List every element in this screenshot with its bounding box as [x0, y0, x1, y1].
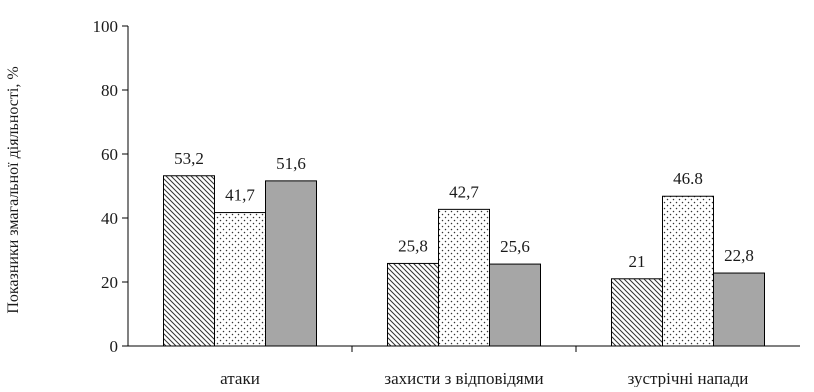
bar-diagonal-hatch: [163, 175, 215, 347]
bar-dotted: [438, 208, 490, 347]
data-label: 21: [629, 252, 646, 271]
bar-dotted: [214, 212, 266, 347]
bar-diagonal-hatch: [611, 278, 663, 347]
data-label: 22,8: [724, 246, 754, 265]
data-label: 25,6: [500, 237, 530, 256]
x-category-label: захисти з відповідями: [384, 369, 543, 387]
data-label: 41,7: [225, 186, 255, 205]
data-label: 25,8: [398, 236, 428, 255]
bar-diagonal-hatch: [387, 262, 439, 347]
y-axis-title: Показники змагальної діяльності, %: [5, 66, 22, 313]
y-tick-label: 100: [93, 17, 119, 36]
y-tick-label: 0: [110, 337, 119, 356]
bar-solid-gray: [265, 180, 317, 347]
data-label: 46.8: [673, 169, 703, 188]
data-label: 53,2: [174, 149, 204, 168]
y-tick-label: 60: [101, 145, 118, 164]
y-tick-label: 20: [101, 273, 118, 292]
y-tick-label: 80: [101, 81, 118, 100]
bar-solid-gray: [713, 272, 765, 347]
bar-dotted: [662, 195, 714, 347]
data-label: 42,7: [449, 182, 479, 201]
data-label: 51,6: [276, 154, 306, 173]
x-category-label: зустрічні напади: [628, 369, 749, 387]
bar-solid-gray: [489, 263, 541, 347]
y-tick-label: 40: [101, 209, 118, 228]
x-category-label: атаки: [220, 369, 260, 387]
